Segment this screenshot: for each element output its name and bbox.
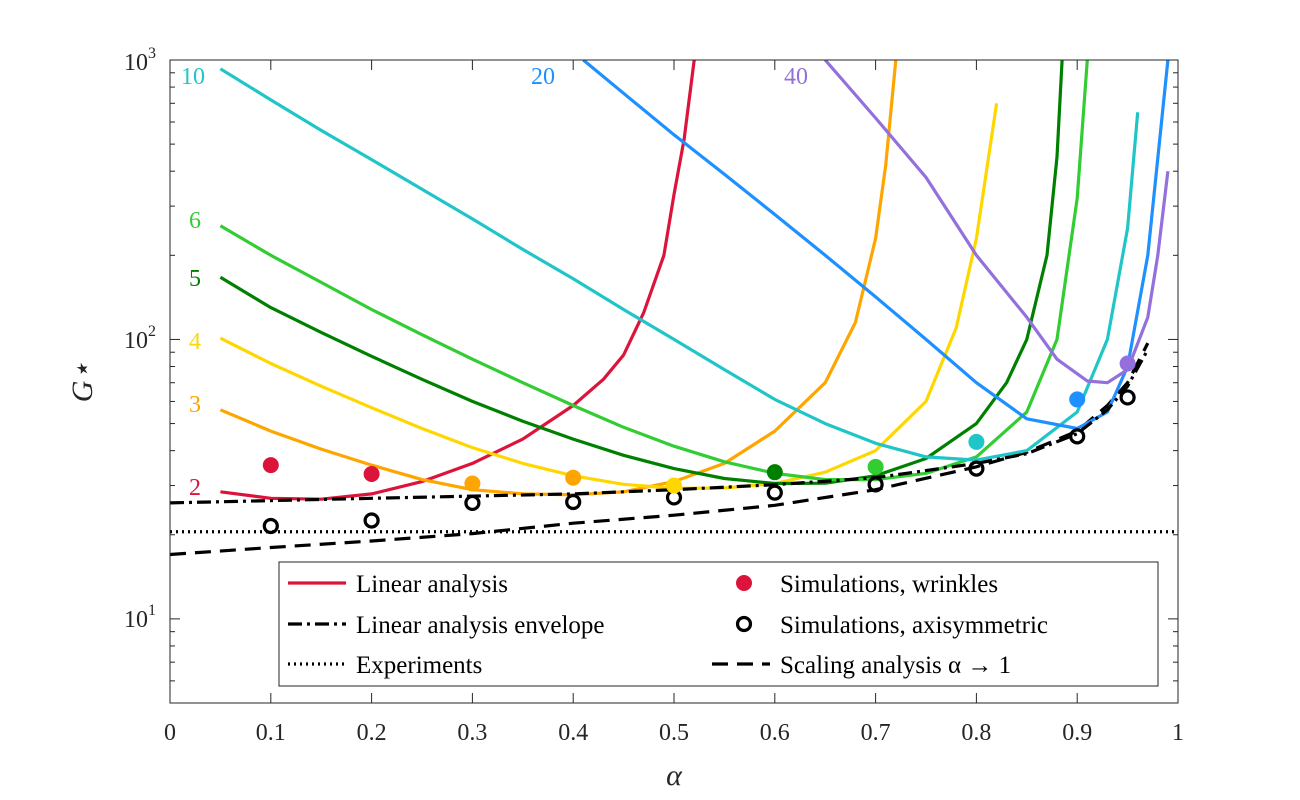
legend-label-axisymmetric: Simulations, axisymmetric	[780, 612, 1048, 639]
plot-area	[170, 60, 1178, 557]
wrinkle-point	[363, 465, 380, 482]
legend-label-linear: Linear analysis	[356, 571, 508, 598]
curve-label-n40: 40	[784, 64, 808, 90]
axisymmetric-point	[968, 460, 985, 477]
linear-analysis-curve-n5	[219, 60, 1064, 486]
legend-label-experiments: Experiments	[356, 652, 482, 679]
wrinkle-point	[968, 433, 985, 450]
axisymmetric-point	[1119, 389, 1136, 406]
x-tick-label: 1	[1172, 720, 1184, 746]
x-tick-label: 0.7	[861, 720, 891, 746]
y-axis-label: G⋆	[66, 362, 99, 402]
legend-swatch-wrinkles	[736, 575, 752, 591]
axisymmetric-point	[766, 484, 783, 501]
x-tick-labels: 0 0.1 0.2 0.3 0.4 0.5 0.6 0.7 0.8 0.9 1	[164, 720, 1184, 746]
x-tick-label: 0.2	[357, 720, 387, 746]
x-tick-label: 0.3	[457, 720, 487, 746]
axisymmetric-point	[363, 512, 380, 529]
envelope-line	[170, 348, 1150, 505]
wrinkle-point	[565, 469, 582, 486]
x-axis-label: α	[666, 759, 683, 792]
x-tick-label: 0.6	[760, 720, 790, 746]
legend-swatch-axisymmetric	[735, 615, 753, 633]
x-tick-label: 0.1	[256, 720, 286, 746]
x-tick-label: 0.5	[659, 720, 689, 746]
wrinkle-points	[262, 355, 1136, 494]
x-tick-label: 0.9	[1062, 720, 1092, 746]
x-tick-label: 0.4	[558, 720, 588, 746]
axisymmetric-points	[262, 389, 1136, 535]
curve-label-n3: 3	[189, 392, 201, 418]
x-tick-label: 0.8	[961, 720, 991, 746]
wrinkle-point	[1119, 355, 1136, 372]
y-tick-label: 102	[124, 323, 156, 354]
linear-analysis-curve-n40	[823, 60, 1170, 385]
legend-label-scaling: Scaling analysis α → 1	[780, 652, 1011, 679]
x-tick-label: 0	[164, 720, 176, 746]
axisymmetric-point	[464, 494, 481, 512]
scaling-analysis-line	[170, 342, 1150, 557]
wrinkle-point	[766, 464, 783, 481]
curve-label-n6: 6	[189, 208, 201, 234]
wrinkle-point	[1069, 391, 1086, 408]
curve-label-n5: 5	[189, 266, 201, 292]
linear-analysis-curve-n6	[219, 60, 1089, 482]
linear-analysis-curves	[219, 60, 1170, 501]
wrinkle-point	[666, 477, 682, 494]
curve-label-n20: 20	[531, 64, 555, 90]
wrinkle-point	[262, 457, 279, 474]
axisymmetric-point	[1069, 428, 1086, 445]
linear-analysis-curve-n20	[582, 60, 1170, 431]
curve-label-n4: 4	[189, 329, 201, 355]
legend-label-envelope: Linear analysis envelope	[356, 612, 605, 639]
axisymmetric-point	[867, 476, 884, 493]
axisymmetric-point	[565, 493, 582, 511]
y-tick-labels: 101 102 103	[124, 45, 156, 633]
axes-box	[169, 59, 1179, 704]
linear-analysis-curve-n4	[219, 103, 999, 490]
legend: Linear analysis Linear analysis envelope…	[278, 561, 1159, 687]
legend-label-wrinkles: Simulations, wrinkles	[780, 571, 998, 598]
axisymmetric-point	[262, 517, 279, 535]
curve-labels: 2 3 4 5 6 10 20 40	[181, 64, 808, 501]
y-tick-label: 101	[124, 602, 156, 633]
wrinkle-point	[464, 475, 481, 492]
curve-label-n10: 10	[181, 64, 205, 90]
wrinkle-point	[867, 458, 884, 475]
y-tick-label: 103	[124, 45, 156, 76]
curve-label-n2: 2	[189, 475, 201, 501]
